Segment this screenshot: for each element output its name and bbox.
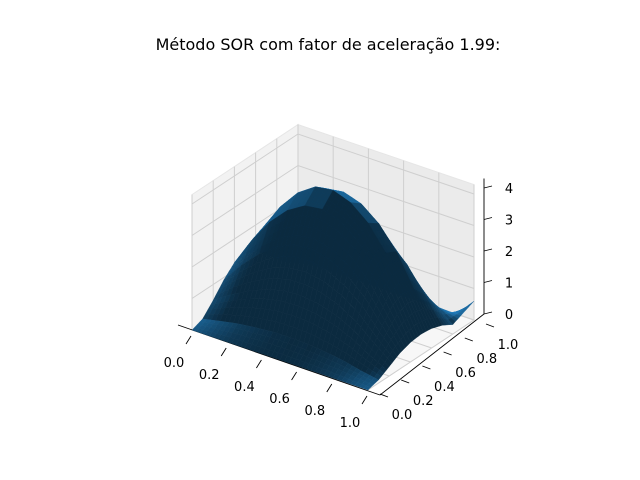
y-axis-line	[379, 313, 485, 396]
z-tick-label: 2	[505, 245, 513, 260]
y-tick-mark	[485, 323, 495, 328]
x-tick-mark	[361, 395, 368, 405]
y-tick-label: 0.8	[476, 352, 497, 367]
surface-plot	[191, 186, 475, 391]
z-tick-mark	[483, 280, 493, 283]
axes-ticks: 0.00.20.40.60.81.00.00.20.40.60.81.00123…	[164, 182, 519, 431]
z-tick-mark	[483, 217, 493, 220]
x-tick-label: 1.0	[340, 416, 361, 431]
y-tick-mark	[379, 393, 389, 398]
z-tick-label: 1	[505, 277, 513, 292]
gridline-z-3	[191, 164, 475, 236]
gridline-z-4	[191, 133, 475, 205]
y-tick-mark	[422, 365, 431, 370]
z-tick-label: 4	[505, 182, 513, 197]
x-tick-mark	[185, 335, 192, 345]
y-tick-label: 0.2	[413, 394, 434, 409]
x-tick-mark	[326, 383, 333, 393]
y-tick-label: 0.6	[455, 366, 476, 381]
x-tick-label: 0.6	[269, 392, 290, 407]
z-tick-mark	[483, 311, 493, 315]
y-tick-mark	[464, 337, 473, 342]
y-tick-label: 0.4	[434, 380, 455, 395]
z-tick-mark	[483, 248, 493, 252]
x-tick-mark	[256, 359, 262, 369]
x-tick-label: 0.4	[234, 380, 255, 395]
x-tick-mark	[291, 371, 297, 381]
x-tick-label: 0.2	[199, 368, 220, 383]
z-tick-label: 0	[505, 308, 513, 323]
y-tick-label: 0.0	[392, 408, 413, 423]
y-tick-label: 1.0	[498, 338, 519, 353]
x-tick-label: 0.0	[164, 356, 185, 371]
z-tick-label: 3	[505, 214, 513, 229]
x-tick-label: 0.8	[304, 404, 325, 419]
chart-title: Método SOR com fator de aceleração 1.99:	[156, 35, 501, 54]
y-tick-mark	[443, 351, 452, 356]
y-tick-mark	[401, 379, 410, 384]
z-tick-mark	[483, 185, 493, 189]
x-tick-mark	[220, 347, 227, 357]
surface-facet	[363, 385, 371, 391]
